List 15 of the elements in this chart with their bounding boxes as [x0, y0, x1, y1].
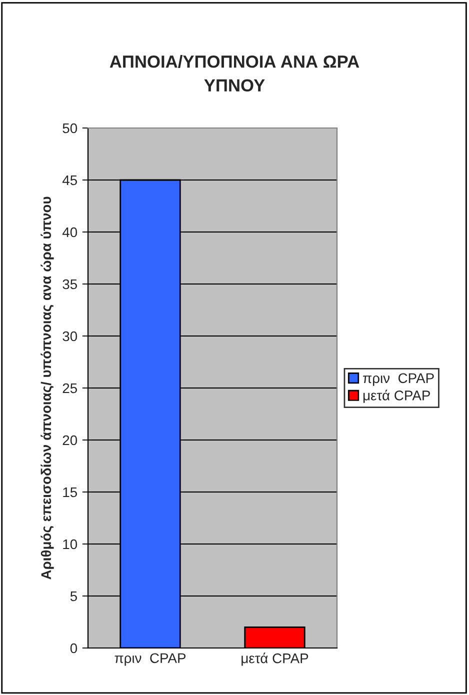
y-tick-label: 5 — [70, 591, 77, 602]
legend-label: πριν CPAP — [363, 373, 434, 386]
y-tick-label: 15 — [63, 487, 78, 498]
y-tick-label: 35 — [62, 279, 78, 290]
y-tick-label: 40 — [62, 227, 78, 238]
y-tick-label: 30 — [62, 331, 78, 342]
y-tick-label: 45 — [62, 175, 78, 186]
y-tick-label: 10 — [63, 539, 78, 550]
legend-label: μετά CPAP — [363, 390, 430, 403]
y-tick-label: 0 — [70, 643, 78, 654]
y-axis-title: Αριθμός επεισοδίων άπνοιας/ υπόπνοιας ανα ώρα ύπνου — [40, 196, 54, 580]
y-tick-label: 25 — [62, 383, 78, 394]
y-tick-label: 50 — [62, 123, 78, 134]
y-tick-label: 20 — [62, 435, 78, 446]
chart-title: ΑΠΝΟΙΑ/ΥΠΟΠΝΟΙΑ ΑΝΑ ΩΡΑ ΥΠΝΟΥ — [110, 55, 360, 92]
